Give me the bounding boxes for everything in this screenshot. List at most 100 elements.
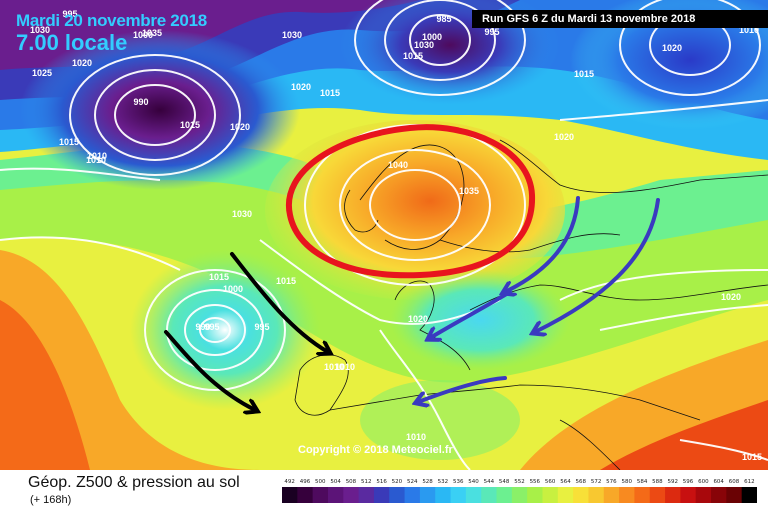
scale-tick-label: 572 — [591, 479, 602, 485]
pressure-label: 1020 — [230, 122, 250, 132]
scale-tick-label: 560 — [545, 479, 556, 485]
scale-tick-label: 512 — [361, 479, 372, 485]
scale-tick-label: 596 — [683, 479, 694, 485]
forecast-time: 7.00 locale — [16, 30, 128, 55]
scale-tick-label: 544 — [484, 479, 495, 485]
scale-swatch — [603, 487, 620, 503]
geopotential-field — [0, 0, 768, 470]
blue-flow-arrow — [418, 376, 507, 402]
scale-tick-label: 612 — [744, 479, 755, 485]
pressure-label: 1010 — [87, 151, 107, 161]
scale-tick-label: 600 — [698, 479, 709, 485]
color-scale: 492 496 500 504 508 512 516 520 524 528 532 536 540 5… — [282, 479, 757, 503]
scale-tick-label: 608 — [729, 479, 740, 485]
black-flow-arrow — [164, 330, 255, 410]
blue-flow-arrow — [535, 198, 660, 332]
pressure-label: 995 — [254, 322, 269, 332]
scale-swatch — [511, 487, 528, 503]
scale-swatch — [557, 487, 574, 503]
pressure-label: 995 — [204, 322, 219, 332]
scale-swatch — [373, 487, 390, 503]
pressure-label: 1010 — [335, 362, 355, 372]
scale-swatch — [573, 487, 589, 503]
pressure-label: 1010 — [739, 25, 759, 35]
pressure-label: 1020 — [721, 292, 741, 302]
scale-swatch — [634, 487, 651, 503]
pressure-label: 1020 — [72, 58, 92, 68]
pressure-label: 1030 — [30, 25, 50, 35]
coastlines — [294, 139, 768, 470]
pressure-label: 985 — [436, 14, 451, 24]
scale-tick-label: 584 — [637, 479, 648, 485]
pressure-label: 1020 — [554, 132, 574, 142]
scale-tick-label: 576 — [606, 479, 617, 485]
scale-tick-label: 524 — [407, 479, 418, 485]
pressure-label: 1015 — [59, 137, 79, 147]
scale-tick-label: 564 — [560, 479, 571, 485]
pressure-label: 1015 — [180, 120, 200, 130]
scale-swatch — [542, 487, 559, 503]
scale-swatch — [726, 487, 743, 503]
black-flow-arrows — [164, 252, 328, 410]
scale-swatch — [695, 487, 712, 503]
scale-tick-label: 592 — [667, 479, 678, 485]
pressure-label: 1010 — [86, 155, 106, 165]
pressure-label: 995 — [62, 9, 77, 19]
pressure-label: 1000 — [133, 30, 153, 40]
scale-swatch — [327, 487, 344, 503]
scale-swatch — [419, 487, 436, 503]
scale-swatch — [527, 487, 543, 503]
scale-swatch — [282, 487, 298, 503]
scale-tick-label: 516 — [376, 479, 387, 485]
scale-swatch — [665, 487, 681, 503]
scale-tick-label: 580 — [622, 479, 633, 485]
scale-tick-label: 548 — [499, 479, 510, 485]
scale-swatch — [343, 487, 360, 503]
pressure-label: 995 — [484, 27, 499, 37]
pressure-label: 1020 — [408, 314, 428, 324]
pressure-label: 1020 — [291, 82, 311, 92]
scale-swatch — [450, 487, 467, 503]
pressure-label: 1030 — [414, 40, 434, 50]
lead-time: (+ 168h) — [30, 494, 72, 506]
pressure-label: 1020 — [662, 43, 682, 53]
black-flow-arrow — [230, 252, 328, 352]
scale-swatch — [741, 487, 757, 503]
scale-swatch — [481, 487, 498, 503]
pressure-label: 1015 — [742, 452, 762, 462]
copyright-notice: Copyright © 2018 Meteociel.fr — [298, 444, 453, 456]
pressure-label: 1010 — [406, 432, 426, 442]
pressure-label: 1035 — [142, 28, 162, 38]
pressure-label: 1030 — [282, 30, 302, 40]
scale-tick-label: 496 — [300, 479, 311, 485]
scale-tick-label: 604 — [713, 479, 724, 485]
scale-tick-label: 588 — [652, 479, 663, 485]
scale-tick-label: 492 — [284, 479, 295, 485]
scale-swatch — [680, 487, 697, 503]
scale-swatch — [312, 487, 329, 503]
scale-swatch — [465, 487, 482, 503]
scale-swatch — [358, 487, 375, 503]
pressure-label: 1015 — [276, 276, 296, 286]
pressure-label: 990 — [133, 97, 148, 107]
scale-tick-label: 532 — [438, 479, 449, 485]
scale-tick-label: 504 — [330, 479, 341, 485]
scale-swatch — [297, 487, 314, 503]
scale-swatch — [435, 487, 452, 503]
scale-swatch — [588, 487, 605, 503]
scale-tick-label: 536 — [453, 479, 464, 485]
model-run-label: Run GFS 6 Z du Mardi 13 novembre 2018 — [472, 10, 768, 28]
scale-tick-label: 552 — [514, 479, 525, 485]
pressure-label: 1015 — [403, 51, 423, 61]
parameter-title: Géop. Z500 & pression au sol — [28, 474, 240, 491]
scale-swatch — [649, 487, 666, 503]
blue-flow-arrow — [430, 290, 512, 338]
pressure-label: 1015 — [574, 69, 594, 79]
scale-tick-label: 508 — [346, 479, 357, 485]
scale-tick-label: 520 — [392, 479, 403, 485]
scale-tick-label: 556 — [530, 479, 541, 485]
scale-tick-label: 540 — [468, 479, 479, 485]
pressure-label: 990 — [195, 322, 210, 332]
